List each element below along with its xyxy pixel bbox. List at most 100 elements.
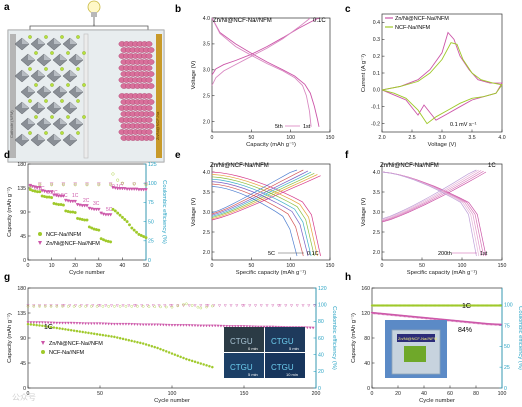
g-point [199, 304, 203, 308]
g-rate: 1C [44, 324, 53, 331]
g-point [44, 305, 47, 308]
h-ytick-label: 0 [367, 386, 370, 392]
g-point [164, 323, 168, 327]
g-point [127, 338, 131, 342]
crystal-facet [76, 86, 83, 92]
host-blob [145, 53, 153, 59]
c-xlabel: Voltage (V) [428, 142, 457, 148]
g-point [163, 304, 167, 308]
g-point [87, 331, 90, 335]
f-legend: Zn/Ni@NCF-Na//NFM [380, 163, 439, 169]
f-xlabel: Specific capacity (mAh g⁻¹) [407, 270, 477, 276]
g-xlabel: Cycle number [154, 398, 190, 404]
g-point [176, 354, 180, 358]
g-point [185, 357, 188, 361]
b-ylabel: Voltage (V) [191, 61, 197, 90]
d-point [92, 207, 96, 212]
crystal-facet [28, 54, 35, 60]
g-point [147, 305, 151, 308]
d-point [85, 218, 89, 222]
c-legend-1: Zn/Ni@NCF-Na//NFM [395, 16, 449, 22]
d-y2tick-label: 50 [148, 219, 154, 225]
f-ylabel: Voltage (V) [361, 198, 367, 227]
host-blob [145, 77, 153, 83]
c-ytick-label: 0.4 [373, 20, 380, 26]
g-y2tick-label: 120 [318, 286, 327, 292]
g-point [229, 304, 233, 308]
g-photo-inset: CTGU CTGU CTGU CTGU 0 min 5 min 5 min 10… [224, 327, 305, 378]
g-point [136, 305, 139, 308]
d-point [118, 213, 122, 217]
g-point [308, 326, 312, 330]
h-xtick-label: 60 [447, 391, 453, 397]
g-point [222, 324, 226, 328]
panel-letter-c: c [345, 4, 351, 15]
sodium-ion [44, 99, 48, 103]
c-series-0 [381, 31, 503, 121]
d-point [116, 211, 120, 215]
d-point [61, 194, 66, 198]
h-xlabel: Cycle number [419, 398, 455, 404]
host-blob [145, 129, 153, 135]
e-ytick-label: 2.5 [203, 230, 210, 236]
h-y2tick-label: 25 [504, 365, 510, 371]
g-point [90, 305, 93, 308]
g-point [43, 304, 47, 308]
g-photo-4 [265, 353, 305, 378]
d-point [85, 182, 89, 186]
b-xlabel: Capacity (mAh g⁻¹) [246, 142, 296, 148]
d-point [94, 207, 99, 212]
g-point [38, 324, 41, 327]
g-point [150, 344, 154, 348]
h-ytick-label: 80 [364, 336, 370, 342]
d-xtick-label: 30 [96, 263, 102, 269]
g-point [290, 304, 294, 308]
crystal-facet [38, 38, 45, 44]
cathode-side-label: Cathode (NFM) [9, 110, 14, 138]
b-ytick-label: 2.5 [203, 94, 210, 100]
crystal-facet [22, 70, 29, 76]
g-point [133, 340, 136, 343]
g-point [210, 324, 214, 328]
h-y2tick-label: 50 [504, 344, 510, 350]
g-point [278, 304, 282, 308]
d-point [38, 183, 42, 187]
crystal-facet [28, 86, 35, 92]
d-point [61, 182, 66, 186]
e-charge-6 [211, 169, 298, 214]
anode-host-structure [118, 41, 155, 141]
d-point [87, 225, 91, 229]
g-point [38, 321, 42, 325]
d-point [50, 183, 54, 187]
g-point [170, 305, 174, 309]
g-point [32, 323, 36, 327]
c-xtick-label: 2.0 [378, 135, 385, 141]
f-ytick-label: 2.5 [373, 230, 380, 236]
g-point [86, 322, 90, 326]
d-legend-marker-1 [38, 232, 42, 236]
d-y2tick-label: 75 [148, 200, 154, 206]
g-point [159, 347, 162, 351]
sodium-ion [28, 131, 32, 135]
g-xtick-label: 150 [240, 391, 249, 397]
g-point [216, 324, 220, 328]
h-retention: 84% [458, 327, 472, 334]
c-ytick-label: 0.3 [373, 37, 380, 43]
g-point [248, 325, 252, 329]
d-point [137, 188, 141, 192]
panel-letter-d: d [4, 150, 10, 161]
g-point [67, 328, 70, 332]
g-point [157, 304, 161, 308]
e-high-rate: 5C [268, 251, 275, 257]
d-point [144, 183, 148, 187]
g-point [112, 322, 116, 326]
g-point [69, 321, 73, 325]
panel-d: 0 10 20 30 40 50045901351800255075100125Cycle… [7, 162, 167, 276]
d-point [68, 199, 73, 204]
host-blob [147, 59, 155, 65]
d-point [73, 182, 78, 186]
d-legend-2: Zn/Ni@NCF-Na//NFM [46, 241, 100, 247]
d-xtick-label: 50 [143, 263, 149, 269]
g-point [199, 324, 203, 328]
d-rate-4: 2C [83, 198, 90, 204]
